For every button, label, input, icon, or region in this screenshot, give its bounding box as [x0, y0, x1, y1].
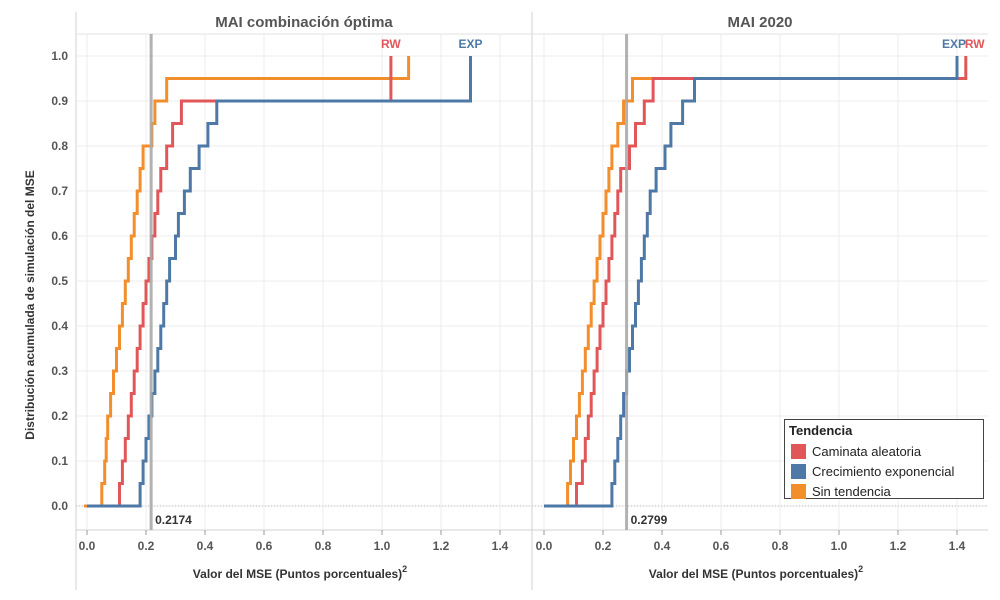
x-tick-label: 0.0 — [536, 539, 553, 553]
y-tick-label: 1.0 — [51, 49, 68, 63]
legend-item-crecimiento-exponencial[interactable]: Crecimiento exponencial — [785, 461, 983, 481]
series-line-caminata-aleatoria — [87, 56, 393, 508]
reference-label: 0.2174 — [155, 513, 192, 527]
x-tick-label: 1.2 — [890, 539, 907, 553]
x-tick-label: 0.6 — [713, 539, 730, 553]
series-end-label-rw: RW — [381, 37, 401, 51]
y-tick-label: 0.1 — [51, 454, 68, 468]
y-tick-label: 0.9 — [51, 94, 68, 108]
y-tick-label: 0.7 — [51, 184, 68, 198]
legend-item-sin-tendencia[interactable]: Sin tendencia — [785, 481, 983, 501]
series-line-sin-tendencia — [544, 77, 839, 508]
x-tick-label: 0.6 — [256, 539, 273, 553]
legend-swatch-crecimiento-exponencial — [791, 463, 806, 479]
x-tick-label: 1.4 — [492, 539, 509, 553]
x-axis-label-text: Valor del MSE (Puntos porcentuales) — [193, 567, 402, 581]
x-tick-label: 0.8 — [772, 539, 789, 553]
panel-title: MAI combinación óptima — [215, 14, 393, 31]
x-tick-label: 1.2 — [433, 539, 450, 553]
y-axis-label: Distribución acumulada de simulación del… — [23, 170, 37, 439]
x-axis-label-text: Valor del MSE (Puntos porcentuales) — [649, 567, 858, 581]
x-tick-label: 0.4 — [197, 539, 214, 553]
y-tick-label: 0.5 — [51, 274, 68, 288]
legend-label: Caminata aleatoria — [812, 443, 922, 459]
x-tick-label: 0.8 — [315, 539, 332, 553]
legend-swatch-sin-tendencia — [791, 483, 806, 499]
legend: Tendencia Caminata aleatoria Crecimiento… — [784, 419, 984, 499]
series-line-crecimiento-exponencial — [87, 56, 472, 508]
x-axis-label-superscript: 2 — [402, 564, 407, 574]
y-tick-label: 0.6 — [51, 229, 68, 243]
y-tick-label: 0.2 — [51, 409, 68, 423]
series-end-label-exp: EXP — [942, 37, 966, 51]
y-tick-label: 0.0 — [51, 499, 68, 513]
legend-swatch-caminata-aleatoria — [791, 443, 806, 459]
legend-label: Crecimiento exponencial — [812, 463, 955, 479]
series-end-label-exp: EXP — [458, 37, 482, 51]
y-tick-label: 0.8 — [51, 139, 68, 153]
legend-title: Tendencia — [789, 423, 853, 438]
x-axis-label-superscript: 2 — [858, 564, 863, 574]
legend-label: Sin tendencia — [812, 483, 891, 499]
x-tick-label: 0.2 — [138, 539, 155, 553]
reference-label: 0.2799 — [631, 513, 668, 527]
x-tick-label: 0.0 — [79, 539, 96, 553]
legend-item-caminata-aleatoria[interactable]: Caminata aleatoria — [785, 441, 983, 461]
series-end-label-rw: RW — [965, 37, 985, 51]
series-line-sin-tendencia — [84, 56, 411, 508]
x-axis-label: Valor del MSE (Puntos porcentuales)2 — [649, 564, 863, 581]
panel-title: MAI 2020 — [727, 14, 792, 31]
y-tick-label: 0.4 — [51, 319, 68, 333]
x-tick-label: 0.4 — [654, 539, 671, 553]
x-tick-label: 1.4 — [949, 539, 966, 553]
x-tick-label: 1.0 — [831, 539, 848, 553]
x-tick-label: 1.0 — [374, 539, 391, 553]
series-line-crecimiento-exponencial — [544, 56, 959, 508]
y-tick-label: 0.3 — [51, 364, 68, 378]
x-axis-label: Valor del MSE (Puntos porcentuales)2 — [193, 564, 407, 581]
series-line-caminata-aleatoria — [544, 56, 968, 508]
x-tick-label: 0.2 — [595, 539, 612, 553]
